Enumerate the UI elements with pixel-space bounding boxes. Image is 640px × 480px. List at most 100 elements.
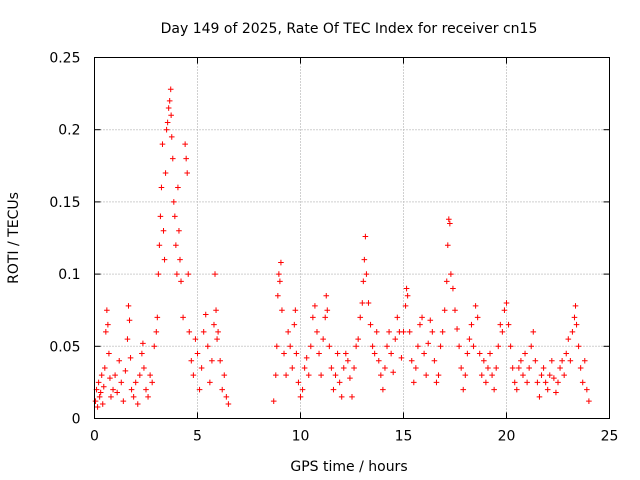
data-point	[528, 343, 535, 350]
data-point	[156, 242, 163, 249]
data-point	[413, 365, 419, 371]
data-point	[114, 389, 120, 396]
data-point	[472, 303, 479, 309]
data-point	[103, 329, 109, 335]
data-point	[141, 365, 147, 371]
data-point	[96, 394, 103, 400]
data-point	[408, 357, 415, 364]
data-point	[270, 398, 277, 404]
data-point	[174, 271, 180, 277]
data-point	[151, 343, 158, 350]
data-point	[283, 372, 289, 378]
data-point	[336, 379, 343, 386]
data-point	[104, 307, 110, 313]
data-point	[398, 355, 405, 361]
data-point	[297, 394, 304, 400]
data-point	[332, 372, 339, 378]
x-tick-label: 15	[395, 429, 413, 445]
data-point	[353, 343, 359, 350]
data-point	[382, 365, 388, 371]
data-point	[487, 350, 493, 357]
data-point	[507, 343, 514, 350]
data-point	[120, 398, 127, 404]
data-point	[132, 379, 139, 386]
data-point	[196, 386, 203, 393]
data-point	[497, 321, 504, 328]
data-point	[334, 350, 341, 357]
data-point	[544, 386, 551, 393]
data-point	[423, 372, 429, 378]
data-point	[223, 394, 230, 400]
data-point	[194, 350, 201, 357]
data-point	[551, 375, 557, 381]
data-point	[584, 386, 590, 393]
data-point	[417, 321, 423, 328]
data-point	[586, 398, 592, 404]
data-point	[518, 357, 524, 364]
x-tick-label: 25	[601, 429, 619, 445]
data-point	[105, 321, 111, 328]
y-tick-label: 0.05	[49, 339, 80, 355]
data-point	[338, 394, 345, 400]
data-point	[390, 369, 396, 376]
data-point	[427, 317, 434, 324]
data-point	[137, 372, 143, 378]
data-point	[392, 336, 399, 342]
data-point	[367, 321, 374, 328]
data-point	[542, 379, 549, 386]
data-point	[360, 278, 367, 285]
data-point	[557, 365, 563, 371]
data-point	[207, 379, 213, 386]
data-point	[94, 404, 101, 410]
x-tick-label: 10	[292, 429, 310, 445]
data-point	[363, 271, 370, 277]
data-point	[503, 300, 510, 306]
data-point	[567, 357, 574, 364]
data-point	[454, 326, 460, 332]
data-point	[173, 242, 179, 249]
data-point	[437, 343, 444, 350]
data-point	[378, 372, 384, 378]
data-point	[171, 199, 177, 205]
y-tick-label: 0.1	[58, 267, 80, 283]
data-point	[281, 350, 287, 357]
data-point	[491, 386, 497, 393]
x-tick-label: 5	[193, 429, 202, 445]
data-point	[505, 321, 512, 328]
data-point	[375, 357, 382, 364]
data-point	[122, 368, 129, 374]
data-point	[198, 365, 205, 371]
data-point	[411, 379, 417, 386]
data-point	[559, 357, 565, 364]
data-point	[532, 357, 539, 364]
y-tick-label: 0.25	[49, 51, 80, 67]
data-point	[118, 379, 125, 386]
data-point	[549, 357, 555, 364]
data-point	[140, 340, 146, 347]
data-point	[299, 386, 306, 393]
data-point	[168, 112, 174, 119]
data-point	[403, 285, 410, 292]
data-point	[474, 314, 481, 321]
data-point	[470, 343, 477, 350]
data-point	[147, 372, 153, 378]
data-point	[324, 307, 331, 313]
data-point	[530, 329, 537, 335]
data-point	[373, 329, 380, 335]
data-point	[312, 303, 318, 309]
data-point	[569, 329, 576, 335]
data-point	[347, 375, 353, 381]
data-point	[345, 357, 351, 364]
data-point	[130, 394, 137, 400]
data-point	[320, 336, 326, 342]
data-point	[100, 383, 107, 390]
data-point	[275, 292, 281, 299]
data-point	[441, 307, 448, 313]
data-point	[365, 300, 372, 306]
data-point	[476, 350, 483, 357]
data-point	[435, 372, 442, 378]
data-point	[205, 343, 211, 350]
data-point	[540, 365, 547, 371]
data-point	[213, 307, 219, 313]
data-point	[95, 379, 102, 386]
